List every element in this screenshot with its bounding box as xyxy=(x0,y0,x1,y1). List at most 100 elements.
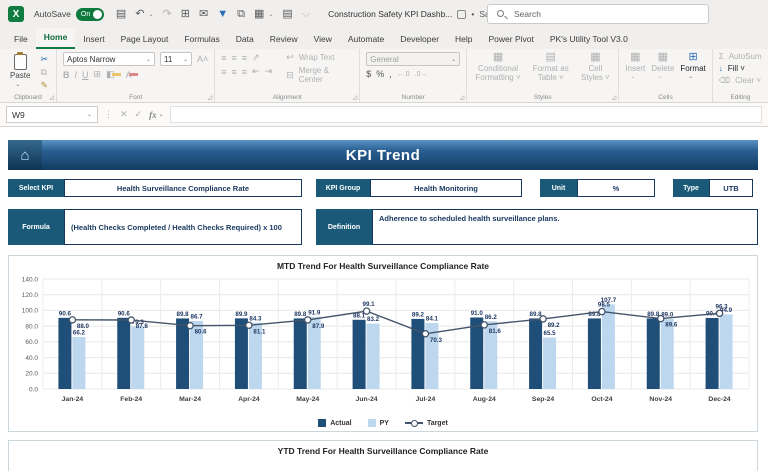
font-size-select[interactable]: 11 ⌄ xyxy=(160,52,192,66)
py-bar[interactable] xyxy=(719,314,733,389)
filter-icon[interactable]: ▼ xyxy=(217,7,229,20)
target-line[interactable] xyxy=(72,310,720,335)
autosave-toggle[interactable]: On xyxy=(75,7,104,21)
actual-bar[interactable] xyxy=(176,318,190,389)
py-bar[interactable] xyxy=(307,316,321,389)
legend-item-target[interactable]: Target xyxy=(404,419,448,427)
py-bar[interactable] xyxy=(543,337,557,389)
format-cells-button[interactable]: ⊞ Format ⌄ xyxy=(680,52,705,81)
target-marker[interactable] xyxy=(303,316,312,324)
grid-icon[interactable]: ▤ xyxy=(282,7,293,20)
py-bar[interactable] xyxy=(601,304,615,389)
target-marker[interactable] xyxy=(421,330,430,338)
tab-developer[interactable]: Developer xyxy=(400,34,440,44)
actual-bar[interactable] xyxy=(117,317,131,389)
target-marker[interactable] xyxy=(657,314,665,323)
tab-review[interactable]: Review xyxy=(269,34,298,44)
target-marker[interactable] xyxy=(715,309,724,318)
actual-bar[interactable] xyxy=(293,318,307,389)
more-commands-icon[interactable]: ⌵ xyxy=(301,7,311,20)
py-bar[interactable] xyxy=(660,319,674,389)
actual-bar[interactable] xyxy=(58,317,72,389)
py-bar[interactable] xyxy=(425,322,439,389)
cut-icon[interactable]: ✂ xyxy=(40,54,49,64)
actual-bar[interactable] xyxy=(646,318,660,389)
legend-item-py[interactable]: PY xyxy=(367,419,389,427)
tab-pk-s-utility-tool-v3-0[interactable]: PK's Utility Tool V3.0 xyxy=(549,34,628,44)
percent-icon[interactable]: % xyxy=(376,69,385,79)
actual-bar[interactable] xyxy=(352,319,366,389)
name-box-caret-icon[interactable]: ⌄ xyxy=(86,112,92,118)
search-input[interactable]: Search xyxy=(487,4,709,24)
tab-data[interactable]: Data xyxy=(235,34,254,44)
tab-formulas[interactable]: Formulas xyxy=(184,34,220,44)
ytd-chart[interactable]: YTD Trend For Health Surveillance Compli… xyxy=(8,440,758,471)
name-box[interactable]: W9 ⌄ xyxy=(6,106,98,123)
share-icon[interactable]: ⧉ xyxy=(237,7,245,20)
insert-function-icon[interactable]: fx xyxy=(149,109,157,120)
py-bar[interactable] xyxy=(484,321,498,389)
tab-automate[interactable]: Automate xyxy=(347,34,385,44)
undo-caret-icon[interactable]: ⌄ xyxy=(148,11,154,18)
tab-insert[interactable]: Insert xyxy=(83,34,105,44)
mtd-chart[interactable]: MTD Trend For Health Surveillance Compli… xyxy=(8,255,758,432)
target-marker[interactable] xyxy=(480,321,488,329)
actual-bar[interactable] xyxy=(411,318,425,389)
number-launcher-icon[interactable]: ◿ xyxy=(459,95,465,101)
paste-caret-icon[interactable]: ⌄ xyxy=(15,82,21,88)
font-name-select[interactable]: Aptos Narrow ⌄ xyxy=(63,52,155,66)
tab-power-pivot[interactable]: Power Pivot xyxy=(488,34,534,44)
actual-data-label: 89.8 xyxy=(588,311,601,318)
mail-icon[interactable]: ✉ xyxy=(198,7,209,20)
select-kpi-value[interactable]: Health Surveillance Compliance Rate xyxy=(64,179,302,197)
conditional-formatting-label: Conditional Formatting ˅ xyxy=(475,64,521,83)
tab-file[interactable]: File xyxy=(14,34,28,44)
actual-bar[interactable] xyxy=(234,318,248,389)
py-bar[interactable] xyxy=(131,326,145,389)
format-caret-icon[interactable]: ⌄ xyxy=(688,74,694,81)
number-format-select[interactable]: General ⌄ xyxy=(366,52,461,66)
undo-icon[interactable]: ↶ xyxy=(135,7,145,20)
table-caret-icon[interactable]: ⌄ xyxy=(268,11,274,18)
tab-view[interactable]: View xyxy=(313,34,332,44)
target-marker[interactable] xyxy=(539,315,547,323)
fill-label[interactable]: Fill ˅ xyxy=(727,64,745,73)
actual-bar[interactable] xyxy=(529,318,543,389)
target-marker[interactable] xyxy=(186,321,194,330)
font-group: Aptos Narrow ⌄ 11 ⌄ A˄ B I U ⊞ ◧ A Font … xyxy=(57,49,216,102)
save-icon[interactable]: ▤ xyxy=(115,7,127,20)
home-button[interactable]: ⌂ xyxy=(8,140,42,170)
target-marker[interactable] xyxy=(127,316,136,324)
py-bar[interactable] xyxy=(248,322,262,389)
target-marker[interactable] xyxy=(598,307,606,316)
target-marker[interactable] xyxy=(245,321,253,330)
currency-icon[interactable]: $ xyxy=(366,69,372,79)
fill-icon[interactable]: ↓ xyxy=(718,64,723,73)
font-launcher-icon[interactable]: ◿ xyxy=(207,95,213,101)
py-bar[interactable] xyxy=(366,323,380,389)
borders-icon[interactable]: ⊞ xyxy=(180,7,190,20)
tab-page-layout[interactable]: Page Layout xyxy=(120,34,169,44)
align-right-icon: ≡ xyxy=(241,66,248,77)
x-axis-label: Mar-24 xyxy=(179,396,201,403)
target-marker[interactable] xyxy=(362,307,371,315)
paste-button[interactable]: Paste ⌄ xyxy=(6,52,34,90)
excel-logo-icon[interactable]: X xyxy=(8,6,24,22)
formula-input[interactable] xyxy=(169,106,762,123)
py-bar[interactable] xyxy=(190,320,204,389)
comma-icon[interactable]: , xyxy=(389,69,392,79)
legend-item-actual[interactable]: Actual xyxy=(318,419,352,427)
sensitivity-icon[interactable] xyxy=(457,9,467,19)
tab-help[interactable]: Help xyxy=(455,34,473,44)
alignment-launcher-icon[interactable]: ◿ xyxy=(352,95,358,101)
styles-launcher-icon[interactable]: ◿ xyxy=(611,95,617,101)
tab-home[interactable]: Home xyxy=(35,28,76,49)
actual-bar[interactable] xyxy=(587,318,601,389)
table-icon[interactable]: ▦ xyxy=(253,7,265,20)
format-painter-icon[interactable]: ✎ xyxy=(40,80,49,90)
target-marker[interactable] xyxy=(68,316,77,324)
actual-bar[interactable] xyxy=(470,317,484,390)
clipboard-launcher-icon[interactable]: ◿ xyxy=(49,95,54,101)
actual-bar[interactable] xyxy=(705,317,719,389)
py-bar[interactable] xyxy=(72,336,86,389)
